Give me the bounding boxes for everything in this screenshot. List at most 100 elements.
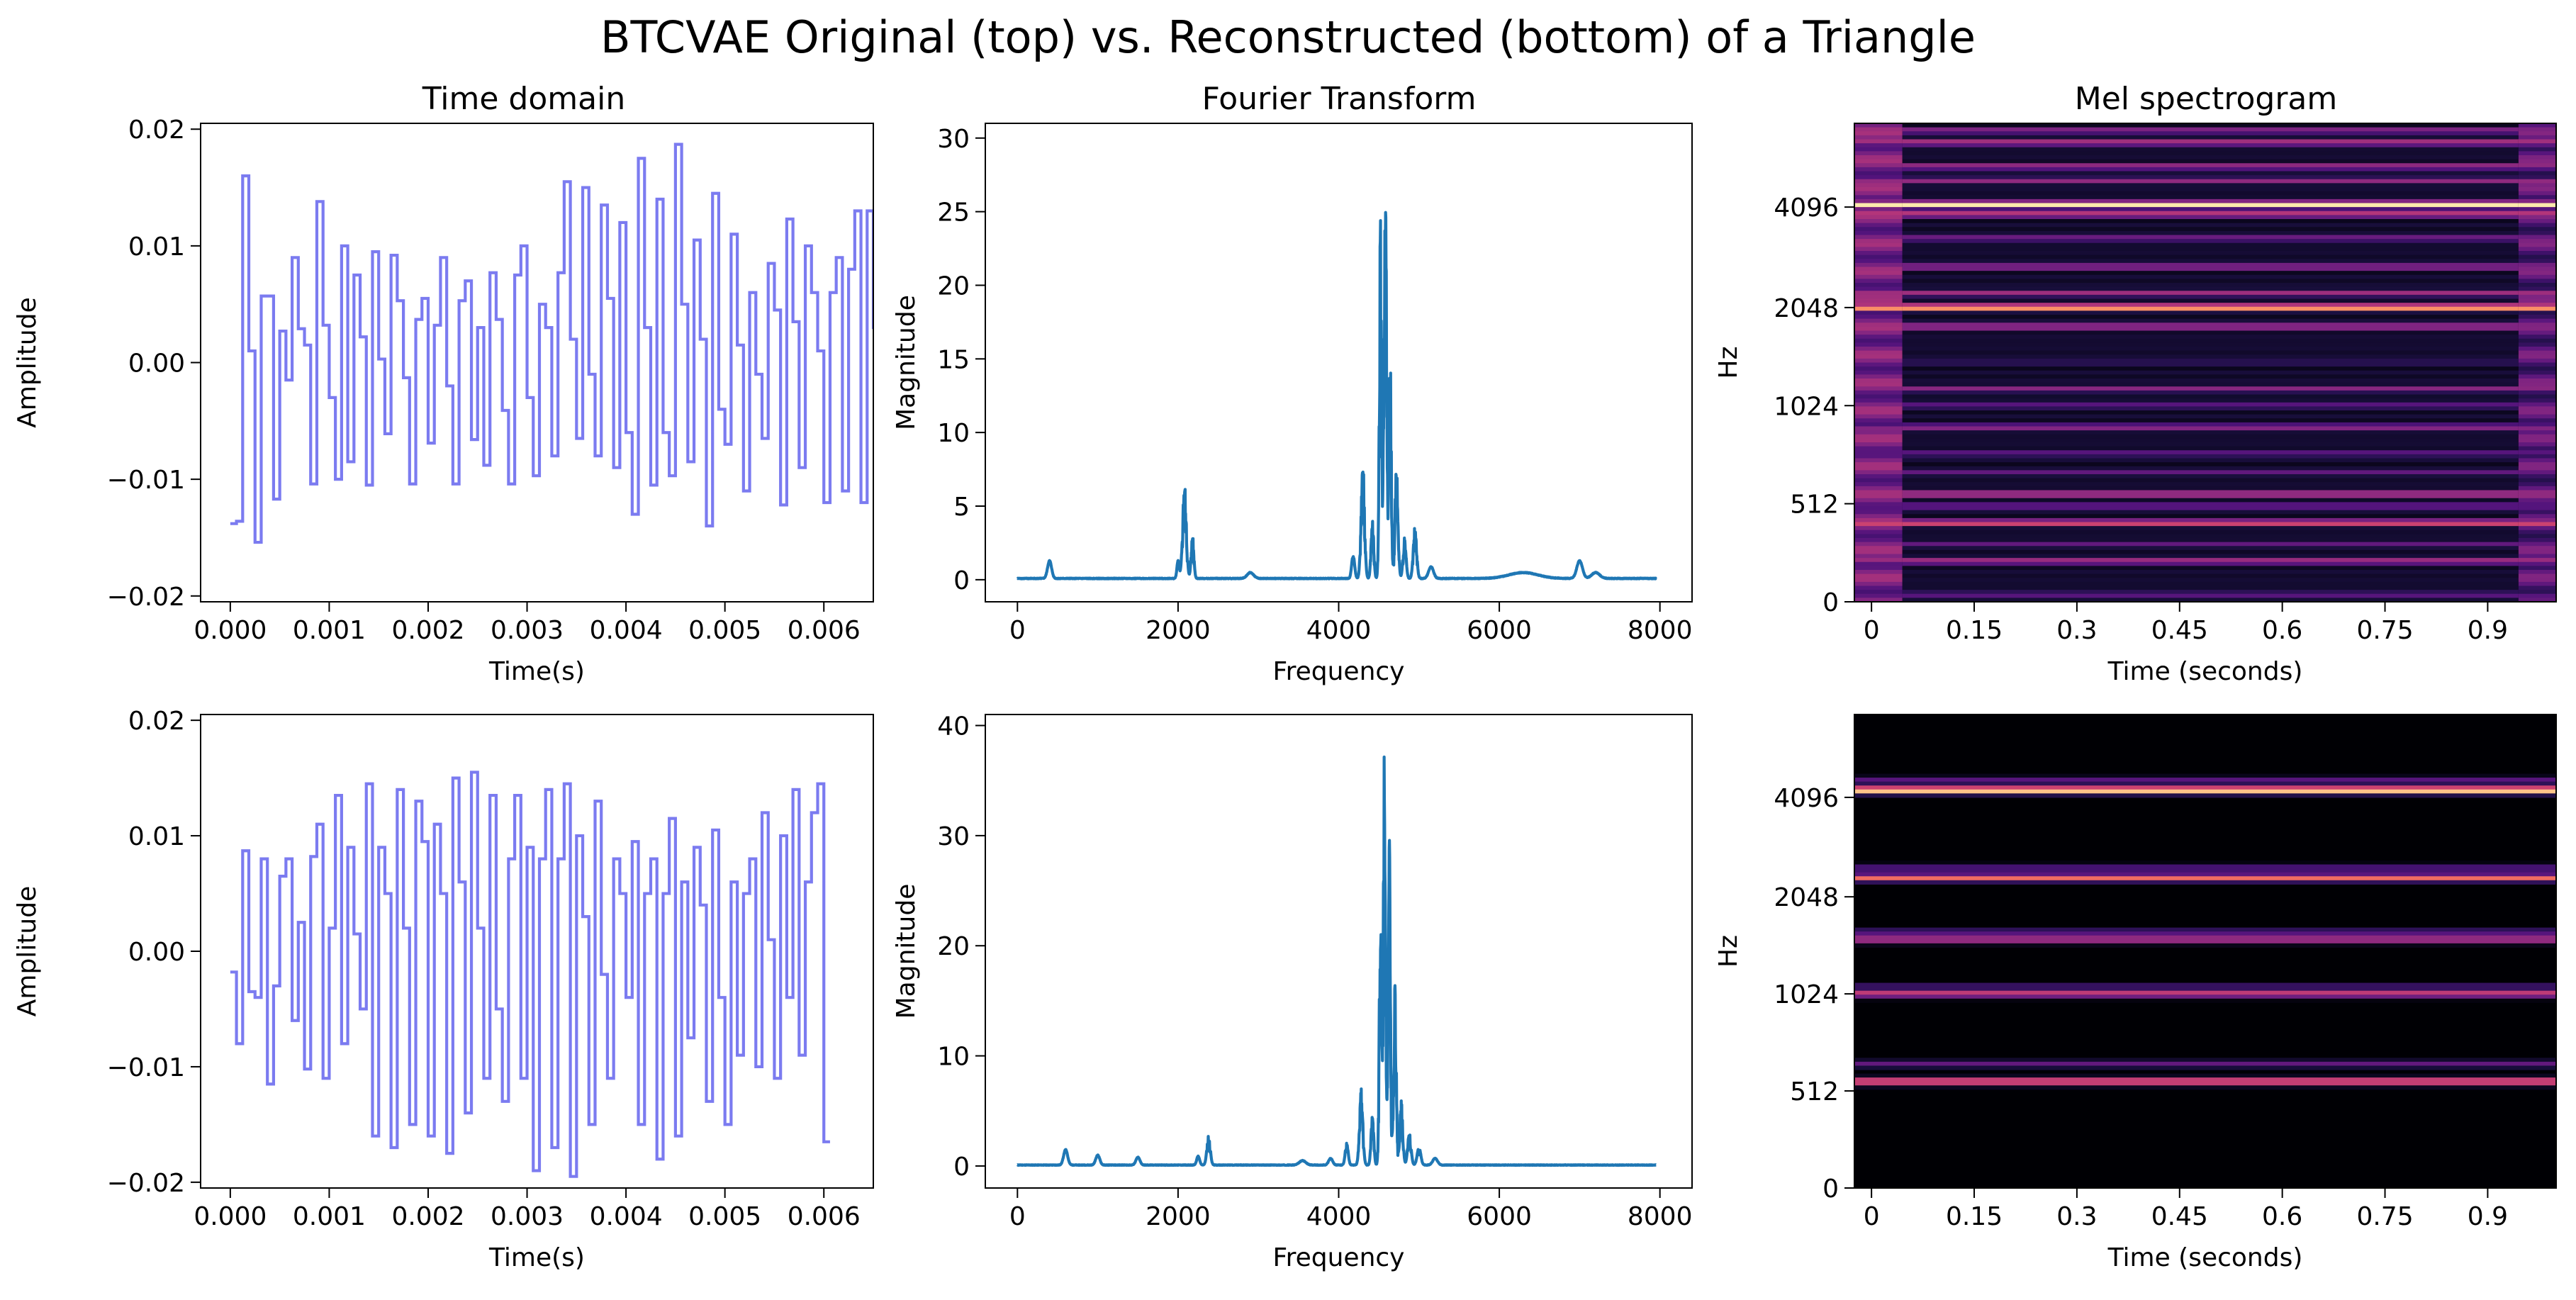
original-mel-heatmap-offset [2518,155,2556,160]
reconstructed-time-domain-xtick-label: 0.002 [391,1202,464,1231]
original-time-domain-xtick-label: 0.004 [590,616,663,645]
original-mel-heatmap-offset [2518,593,2556,598]
reconstructed-time-domain-xtick-label: 0.000 [194,1202,267,1231]
original-mel-heatmap-onset [1854,215,1903,220]
original-fourier-ytick-label: 0 [953,566,970,595]
original-mel-heatmap-onset [1854,354,1903,359]
original-time-domain-ytick-label: 0.02 [128,116,185,145]
original-mel-heatmap-offset [2518,298,2556,303]
original-mel-heatmap-onset [1854,155,1903,160]
original-mel-heatmap-row [1902,510,2519,515]
original-mel-heatmap-row [1902,366,2519,371]
original-mel-heatmap-onset [1854,163,1903,168]
original-mel-heatmap-onset [1854,510,1903,515]
original-mel-heatmap-onset [1854,175,1903,180]
reconstructed-mel-heatmap-row [1854,990,2556,995]
original-mel-heatmap-row [1902,203,2519,208]
original-mel-heatmap-row [1902,370,2519,375]
original-mel-heatmap-onset [1854,529,1903,534]
original-time-domain-ytick-label: −0.02 [107,583,185,612]
original-mel-heatmap-onset [1854,335,1903,340]
original-mel-heatmap-offset [2518,466,2556,471]
original-time-domain-xtick-label: 0.000 [194,616,267,645]
original-mel-heatmap-onset [1854,573,1903,578]
original-mel-heatmap-offset [2518,230,2556,236]
original-mel-heatmap-offset [2518,167,2556,172]
original-mel-heatmap-row [1902,303,2519,308]
original-mel-heatmap-onset [1854,286,1903,291]
original-fourier-xtick-label: 8000 [1628,616,1693,645]
original-mel-heatmap-onset [1854,230,1903,236]
original-mel-heatmap-offset [2518,274,2556,279]
original-mel-heatmap-row [1902,198,2519,204]
reconstructed-mel-heatmap-row [1854,1077,2556,1082]
original-fourier-ylabel: Magnitude [892,295,921,430]
original-mel-heatmap-onset [1854,566,1903,571]
original-mel-heatmap-onset [1854,338,1903,343]
original-mel-ytick-label: 2048 [1774,294,1839,323]
reconstructed-mel-xtick-label: 0.45 [2151,1202,2208,1231]
original-mel-heatmap-offset [2518,458,2556,463]
original-mel-heatmap-row [1902,167,2519,172]
original-mel-heatmap-row [1902,223,2519,228]
reconstructed-mel-heatmap-row [1854,1058,2556,1063]
reconstructed-mel-heatmap-row [1854,868,2556,873]
original-mel-heatmap-onset [1854,151,1903,156]
original-mel-heatmap-row [1902,573,2519,578]
original-mel-heatmap-row [1902,326,2519,332]
original-mel-heatmap-onset [1854,195,1903,200]
original-mel-heatmap-onset [1854,514,1903,519]
original-mel-heatmap-offset [2518,374,2556,379]
original-mel-heatmap-offset [2518,251,2556,256]
original-mel-heatmap-offset [2518,198,2556,204]
original-mel-heatmap-onset [1854,422,1903,427]
original-mel-heatmap-offset [2518,442,2556,447]
original-mel-heatmap-row [1902,247,2519,252]
reconstructed-fourier-ylabel: Magnitude [892,884,921,1019]
original-mel-heatmap-offset [2518,318,2556,323]
original-mel-heatmap-offset [2518,267,2556,271]
original-mel-heatmap-row [1902,454,2519,459]
reconstructed-time-domain-ytick-label: 0.02 [128,707,185,736]
original-mel-heatmap-onset [1854,191,1903,196]
original-mel-heatmap-row [1902,123,2519,128]
original-mel-heatmap-offset [2518,573,2556,578]
original-mel-heatmap-row [1902,219,2519,224]
original-mel-heatmap-row [1902,306,2519,311]
original-mel-heatmap-onset [1854,379,1903,383]
original-mel-heatmap-row [1902,211,2519,215]
reconstructed-mel-heatmap-row [1854,994,2556,999]
original-mel-heatmap-row [1902,542,2519,547]
column-title-mel: Mel spectrogram [2075,81,2338,117]
original-time-domain-xtick-label: 0.006 [788,616,861,645]
original-mel-heatmap-offset [2518,131,2556,136]
original-mel-heatmap-offset [2518,362,2556,367]
original-mel-heatmap-offset [2518,306,2556,311]
original-mel-heatmap-row [1902,593,2519,598]
original-mel-heatmap-row [1902,195,2519,200]
original-mel-ytick-label: 1024 [1774,392,1839,421]
original-mel-heatmap-row [1902,486,2519,491]
original-mel-heatmap-offset [2518,127,2556,132]
original-mel-heatmap-offset [2518,338,2556,343]
reconstructed-fourier-ytick-label: 30 [937,822,970,851]
original-mel-heatmap-onset [1854,478,1903,483]
reconstructed-mel-heatmap-row [1854,927,2556,932]
original-mel-heatmap-onset [1854,347,1903,352]
reconstructed-fourier-xtick-label: 6000 [1467,1202,1532,1231]
original-mel-heatmap-offset [2518,514,2556,519]
original-mel-heatmap-offset [2518,347,2556,352]
original-mel-heatmap-onset [1854,362,1903,367]
original-mel-heatmap-row [1902,315,2519,320]
original-mel-heatmap-offset [2518,342,2556,347]
original-mel-heatmap-offset [2518,474,2556,479]
original-mel-heatmap-onset [1854,315,1903,320]
original-fourier-ytick-label: 15 [937,345,970,374]
original-mel-heatmap-offset [2518,235,2556,240]
original-mel-heatmap-offset [2518,354,2556,359]
original-mel-heatmap-onset [1854,323,1903,327]
original-mel-heatmap-row [1902,227,2519,232]
original-mel-ytick-label: 0 [1822,588,1839,617]
reconstructed-mel-ytick-label: 1024 [1774,980,1839,1009]
reconstructed-mel-ylabel: Hz [1714,935,1743,968]
